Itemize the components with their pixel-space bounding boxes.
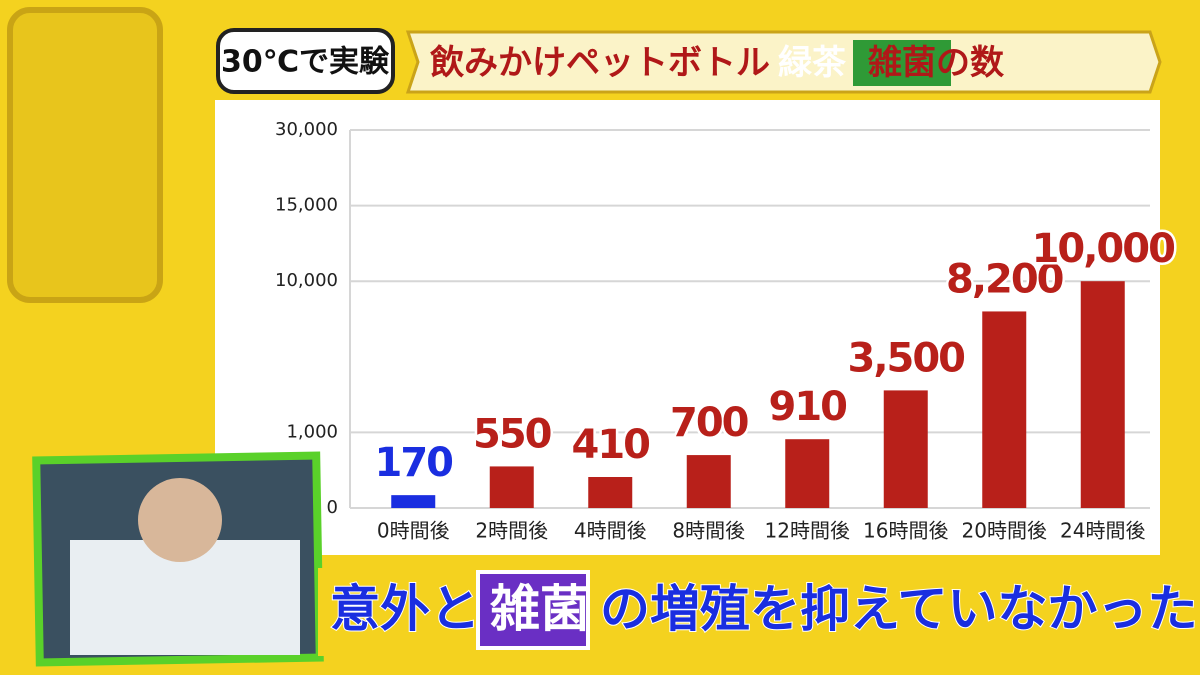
bar <box>1080 281 1125 508</box>
data-label: 8,200 <box>946 256 1063 302</box>
bar <box>391 495 436 508</box>
y-tick-label: 0 <box>327 497 338 518</box>
video-figure <box>138 478 222 562</box>
x-tick-label: 24時間後 <box>1060 519 1145 543</box>
data-label: 170 <box>375 440 453 486</box>
title-part: 飲みかけペットボトル <box>430 43 770 83</box>
caption-part: 意外と <box>330 580 480 638</box>
title-banner <box>405 30 1162 94</box>
caption-bg <box>318 568 1180 656</box>
data-label: 910 <box>769 384 847 430</box>
bar <box>982 311 1027 508</box>
y-tick-label: 15,000 <box>275 195 338 216</box>
bar <box>588 477 633 508</box>
x-tick-label: 20時間後 <box>962 519 1047 543</box>
y-tick-label: 30,000 <box>275 119 338 140</box>
bar <box>686 455 731 508</box>
title-highlight <box>853 40 951 86</box>
x-tick-label: 0時間後 <box>377 519 450 543</box>
caption-part: 雑菌 <box>489 580 590 638</box>
caption-part: の増殖を抑えていなかった <box>600 580 1198 638</box>
title-part: 雑菌の数 <box>867 43 1004 83</box>
data-label: 550 <box>473 411 551 457</box>
x-tick-label: 8時間後 <box>672 519 745 543</box>
bar <box>785 439 830 508</box>
x-tick-label: 2時間後 <box>475 519 548 543</box>
x-tick-label: 4時間後 <box>574 519 647 543</box>
chart-title: 飲みかけペットボトル 緑茶 雑菌の数 <box>430 43 1004 83</box>
caption-highlight <box>476 570 590 650</box>
data-label: 410 <box>572 422 650 468</box>
decor-panel <box>7 7 163 303</box>
data-label: 10,000 <box>1032 226 1175 272</box>
title-tag: 30℃で実験 <box>221 45 390 80</box>
x-tick-label: 12時間後 <box>765 519 850 543</box>
y-tick-label: 10,000 <box>275 270 338 291</box>
y-tick-label: 1,000 <box>286 421 338 442</box>
tag-box <box>216 28 395 94</box>
data-label: 3,500 <box>847 335 964 381</box>
x-tick-label: 16時間後 <box>863 519 948 543</box>
bar <box>883 390 928 508</box>
data-label: 700 <box>670 400 748 446</box>
title-part: 緑茶 <box>778 43 847 83</box>
caption: 意外と 雑菌 の増殖を抑えていなかった <box>330 580 1198 638</box>
bar <box>489 466 534 508</box>
